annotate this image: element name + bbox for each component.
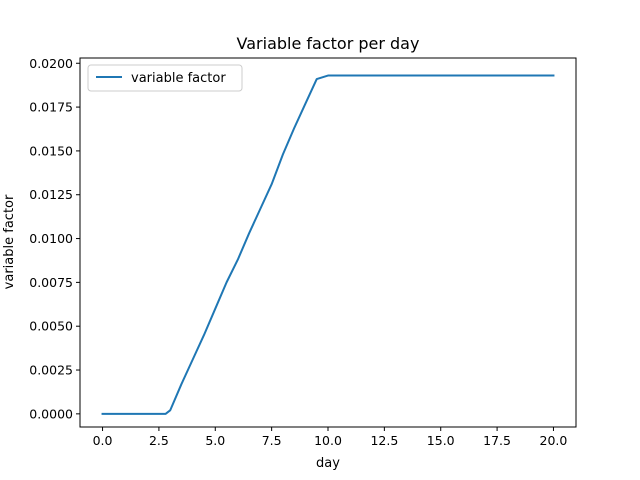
x-tick-label: 12.5	[370, 433, 398, 448]
x-tick-label: 7.5	[262, 433, 282, 448]
x-tick-label: 15.0	[427, 433, 455, 448]
x-tick-label: 17.5	[483, 433, 511, 448]
plot-frame	[79, 57, 577, 428]
y-tick-label: 0.0175	[29, 100, 73, 115]
x-axis-label: day	[316, 456, 340, 471]
y-tick-label: 0.0025	[29, 363, 73, 378]
series-line-0	[101, 74, 555, 415]
y-tick-label: 0.0125	[29, 187, 73, 202]
y-tick-label: 0.0075	[29, 275, 73, 290]
y-tick-label: 0.0000	[29, 406, 73, 421]
x-tick-label: 10.0	[314, 433, 342, 448]
axis-ticks: 0.0 2.5 5.0 7.5 10.0 12.5 15.0 17.5 20.0 0.0000 0.…	[29, 56, 567, 448]
y-tick-label: 0.0200	[29, 56, 73, 71]
y-tick-label: 0.0150	[29, 143, 73, 158]
y-axis-label: variable factor	[2, 194, 17, 289]
y-tick-label: 0.0100	[29, 231, 73, 246]
legend: variable factor	[87, 64, 243, 92]
x-tick-label: 5.0	[205, 433, 225, 448]
legend-label: variable factor	[131, 71, 226, 86]
plot-lines	[101, 74, 555, 415]
x-tick-label: 0.0	[93, 433, 113, 448]
x-tick-label: 2.5	[149, 433, 169, 448]
y-tick-label: 0.0050	[29, 319, 73, 334]
x-tick-label: 20.0	[540, 433, 568, 448]
chart-title: Variable factor per day	[237, 34, 420, 53]
legend-box	[87, 64, 243, 92]
